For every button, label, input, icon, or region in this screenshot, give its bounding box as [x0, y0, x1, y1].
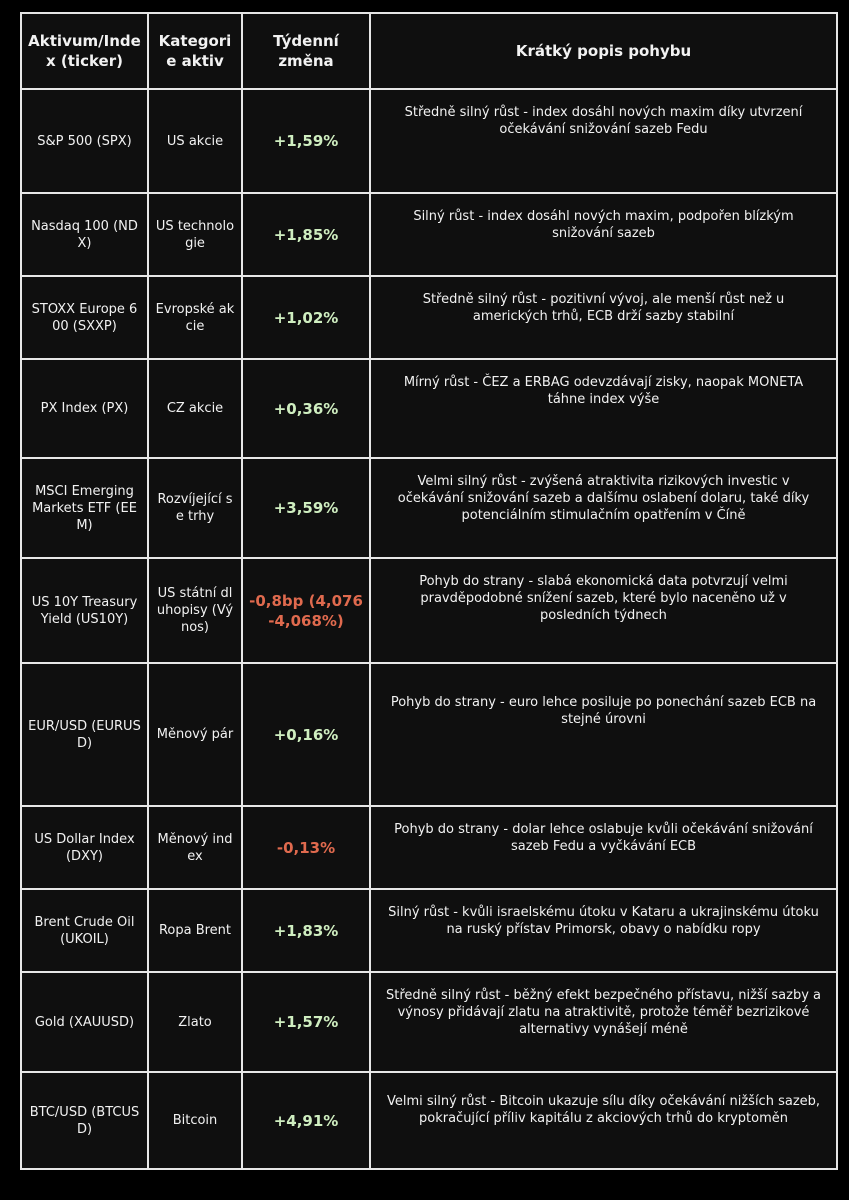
table-row: US 10Y Treasury Yield (US10Y) US státní …: [20, 557, 838, 664]
change-cell: +1,02%: [241, 275, 371, 360]
category-cell: Měnový index: [147, 805, 243, 890]
table-row: S&P 500 (SPX) US akcie +1,59% Středně si…: [20, 88, 838, 194]
category-cell: US akcie: [147, 88, 243, 194]
table-row: STOXX Europe 600 (SXXP) Evropské akcie +…: [20, 275, 838, 360]
asset-cell: Gold (XAUUSD): [20, 971, 149, 1073]
table-row: PX Index (PX) CZ akcie +0,36% Mírný růst…: [20, 358, 838, 459]
change-cell: +1,57%: [241, 971, 371, 1073]
weekly-market-table: Aktivum/Index (ticker) Kategorie aktiv T…: [20, 12, 838, 1170]
description-cell: Pohyb do strany - euro lehce posiluje po…: [369, 662, 838, 807]
asset-cell: US 10Y Treasury Yield (US10Y): [20, 557, 149, 664]
asset-cell: BTC/USD (BTCUSD): [20, 1071, 149, 1170]
description-cell: Středně silný růst - běžný efekt bezpečn…: [369, 971, 838, 1073]
description-cell: Silný růst - kvůli israelskému útoku v K…: [369, 888, 838, 973]
category-cell: CZ akcie: [147, 358, 243, 459]
change-cell: +3,59%: [241, 457, 371, 559]
change-cell: -0,8bp (4,076-4,068%): [241, 557, 371, 664]
category-cell: Zlato: [147, 971, 243, 1073]
asset-cell: MSCI Emerging Markets ETF (EEM): [20, 457, 149, 559]
change-cell: +1,85%: [241, 192, 371, 277]
description-cell: Středně silný růst - pozitivní vývoj, al…: [369, 275, 838, 360]
description-cell: Středně silný růst - index dosáhl nových…: [369, 88, 838, 194]
weekly-market-table-container: Aktivum/Index (ticker) Kategorie aktiv T…: [20, 12, 838, 1170]
category-cell: Evropské akcie: [147, 275, 243, 360]
change-cell: +0,16%: [241, 662, 371, 807]
category-cell: Ropa Brent: [147, 888, 243, 973]
table-row: Nasdaq 100 (NDX) US technologie +1,85% S…: [20, 192, 838, 277]
change-cell: -0,13%: [241, 805, 371, 890]
header-change: Týdenní změna: [241, 12, 371, 90]
description-cell: Mírný růst - ČEZ a ERBAG odevzdávají zis…: [369, 358, 838, 459]
description-cell: Velmi silný růst - zvýšená atraktivita r…: [369, 457, 838, 559]
table-row: EUR/USD (EURUSD) Měnový pár +0,16% Pohyb…: [20, 662, 838, 807]
header-asset: Aktivum/Index (ticker): [20, 12, 149, 90]
table-row: US Dollar Index (DXY) Měnový index -0,13…: [20, 805, 838, 890]
header-category: Kategorie aktiv: [147, 12, 243, 90]
asset-cell: STOXX Europe 600 (SXXP): [20, 275, 149, 360]
category-cell: Rozvíjející se trhy: [147, 457, 243, 559]
table-row: Brent Crude Oil (UKOIL) Ropa Brent +1,83…: [20, 888, 838, 973]
asset-cell: PX Index (PX): [20, 358, 149, 459]
asset-cell: US Dollar Index (DXY): [20, 805, 149, 890]
change-cell: +1,83%: [241, 888, 371, 973]
description-cell: Velmi silný růst - Bitcoin ukazuje sílu …: [369, 1071, 838, 1170]
header-row: Aktivum/Index (ticker) Kategorie aktiv T…: [20, 12, 838, 90]
category-cell: US technologie: [147, 192, 243, 277]
change-cell: +4,91%: [241, 1071, 371, 1170]
asset-cell: EUR/USD (EURUSD): [20, 662, 149, 807]
change-cell: +1,59%: [241, 88, 371, 194]
table-row: BTC/USD (BTCUSD) Bitcoin +4,91% Velmi si…: [20, 1071, 838, 1170]
table-row: MSCI Emerging Markets ETF (EEM) Rozvíjej…: [20, 457, 838, 559]
asset-cell: S&P 500 (SPX): [20, 88, 149, 194]
description-cell: Silný růst - index dosáhl nových maxim, …: [369, 192, 838, 277]
asset-cell: Brent Crude Oil (UKOIL): [20, 888, 149, 973]
asset-cell: Nasdaq 100 (NDX): [20, 192, 149, 277]
category-cell: Měnový pár: [147, 662, 243, 807]
description-cell: Pohyb do strany - dolar lehce oslabuje k…: [369, 805, 838, 890]
category-cell: US státní dluhopisy (Výnos): [147, 557, 243, 664]
description-cell: Pohyb do strany - slabá ekonomická data …: [369, 557, 838, 664]
header-description: Krátký popis pohybu: [369, 12, 838, 90]
category-cell: Bitcoin: [147, 1071, 243, 1170]
table-row: Gold (XAUUSD) Zlato +1,57% Středně silný…: [20, 971, 838, 1073]
change-cell: +0,36%: [241, 358, 371, 459]
